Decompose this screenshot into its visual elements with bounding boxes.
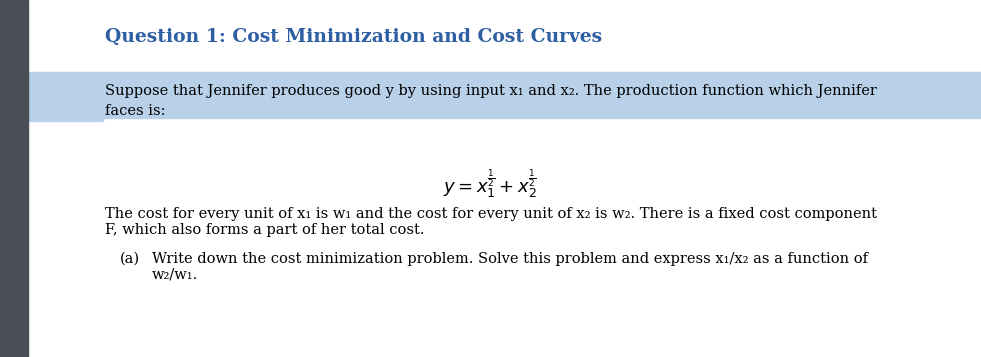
Text: Question 1: Cost Minimization and Cost Curves: Question 1: Cost Minimization and Cost C… [105,28,602,46]
Bar [0,0,28,357]
Text: faces is:: faces is: [105,104,166,118]
Text: Suppose that Jennifer produces good y by using input x₁ and x₂. The production f: Suppose that Jennifer produces good y by… [105,84,877,98]
Text: F, which also forms a part of her total cost.: F, which also forms a part of her total … [105,223,425,237]
Text: w₂/w₁.: w₂/w₁. [152,268,198,282]
Text: $y = x_1^{\frac{1}{2}} + x_2^{\frac{1}{2}}$: $y = x_1^{\frac{1}{2}} + x_2^{\frac{1}{2… [443,168,537,201]
Bar [28,72,981,118]
Text: The cost for every unit of x₁ is w₁ and the cost for every unit of x₂ is w₂. The: The cost for every unit of x₁ is w₁ and … [105,207,877,221]
Text: Write down the cost minimization problem. Solve this problem and express x₁/x₂ a: Write down the cost minimization problem… [152,252,868,266]
Text: (a): (a) [120,252,140,266]
Bar [28,102,103,121]
